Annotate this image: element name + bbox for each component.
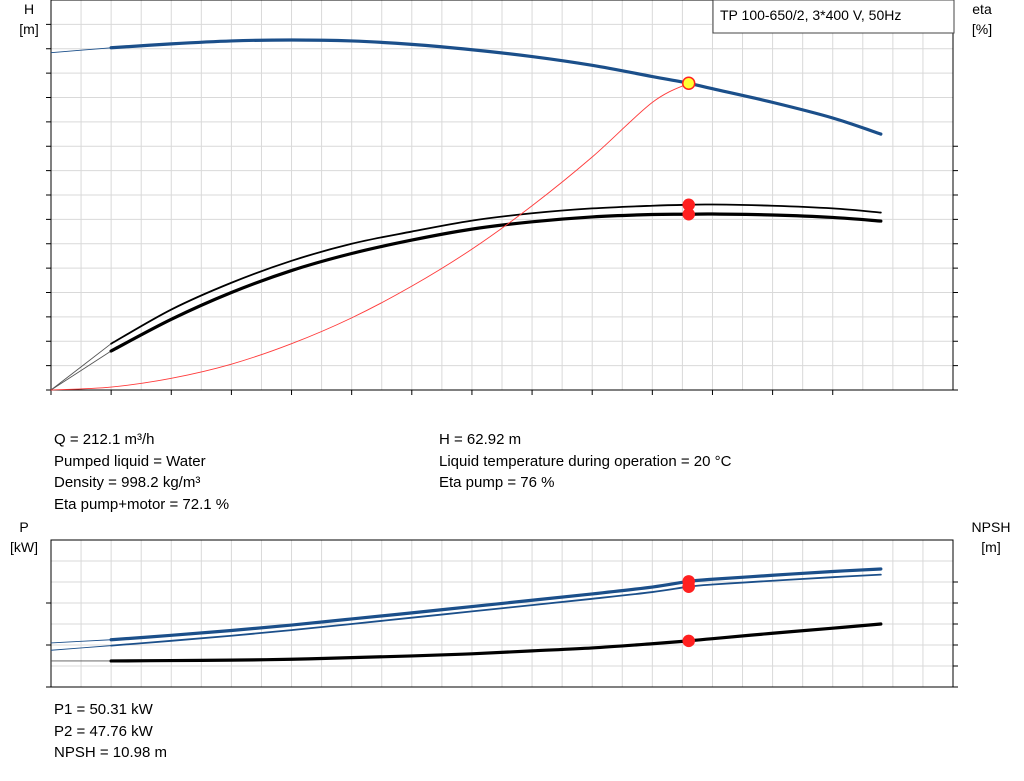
head-efficiency-chart: H [m] eta [%]: [19, 0, 992, 395]
operating-point-marker: [682, 634, 695, 648]
pump-label-frame: [712, 0, 955, 34]
operating-point-marker: [681, 76, 696, 91]
info-head: H = 62.92 m: [439, 431, 522, 448]
info-eta-pump: Eta pump = 76 %: [439, 474, 555, 491]
series-line: [50, 82, 690, 391]
series-line: [109, 622, 883, 663]
info-density: Density = 998.2 kg/m³: [54, 474, 201, 491]
info-npsh: NPSH = 10.98 m: [54, 744, 167, 761]
info-flow: Q = 212.1 m³/h: [54, 431, 155, 448]
y-axis-label: P: [19, 519, 28, 535]
pump-label: TP 100-650/2, 3*400 V, 50Hz: [720, 7, 901, 23]
series-line: [109, 567, 883, 642]
operating-point-marker: [682, 208, 695, 221]
info-p2: P2 = 47.76 kW: [54, 722, 153, 740]
info-eta-pump-motor: Eta pump+motor = 72.1 %: [54, 495, 230, 513]
series-line: [110, 203, 882, 345]
operating-point-marker: [682, 580, 695, 593]
series-line: [109, 38, 883, 136]
y-axis-label: [kW]: [10, 539, 38, 555]
series-line: [109, 212, 883, 353]
y2-axis-label: NPSH: [972, 519, 1011, 535]
plot-frame: [50, 539, 954, 688]
pump-label-box: TP 100-650/2, 3*400 V, 50Hz: [712, 0, 955, 34]
info-left: Q = 212.1 m³/h Pumped liquid = Water Den…: [54, 429, 229, 515]
info-p1: P1 = 50.31 kW: [54, 701, 153, 718]
y-axis-label: H: [24, 1, 34, 17]
power-npsh-chart: P [kW] NPSH [m]: [10, 519, 1011, 688]
y2-axis-label: [m]: [981, 539, 1000, 555]
series-extrapolation: [50, 47, 112, 54]
info-bottom: P1 = 50.31 kW P2 = 47.76 kW NPSH = 10.98…: [54, 699, 167, 764]
series-extrapolation: [50, 350, 112, 391]
series-extrapolation: [50, 639, 112, 644]
info-right: H = 62.92 m Liquid temperature during op…: [439, 429, 731, 494]
series-extrapolation: [50, 645, 112, 651]
y-axis-label: [m]: [19, 21, 38, 37]
series-line: [110, 573, 882, 647]
info-temperature: Liquid temperature during operation = 20…: [439, 452, 732, 470]
y2-axis-label: eta: [972, 1, 992, 17]
info-liquid: Pumped liquid = Water: [54, 452, 206, 470]
y2-axis-label: [%]: [972, 21, 992, 37]
